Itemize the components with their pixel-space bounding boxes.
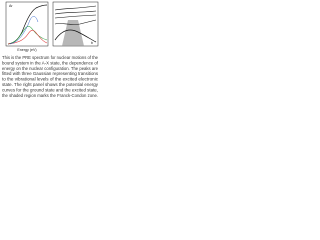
panel-label: b xyxy=(91,41,93,45)
right-panel: b xyxy=(52,1,99,47)
caption: This is the PRE spectrum for nuclear mot… xyxy=(2,55,99,98)
caption-line: state. The right panel shows the potenti… xyxy=(2,82,99,87)
curve xyxy=(54,19,97,25)
caption-line: This is the PRE spectrum for nuclear mot… xyxy=(2,55,99,60)
curve xyxy=(54,29,97,43)
page: Ar Energy (eV) b This is the PRE spectru… xyxy=(2,1,99,98)
curve xyxy=(54,14,97,19)
curve xyxy=(54,5,97,11)
left-panel: Ar Energy (eV) xyxy=(5,1,49,52)
curve xyxy=(54,10,97,15)
caption-line: energy on the nuclear configuration. The… xyxy=(2,66,99,71)
shaded-region xyxy=(62,20,84,46)
caption-line: curves for the ground state and the exci… xyxy=(2,87,98,92)
axis-label: Energy (eV) xyxy=(17,48,36,52)
caption-line: bound system in the A-X state, the depen… xyxy=(2,60,99,65)
caption-line: the shaded region marks the Franck-Condo… xyxy=(2,93,98,98)
panel-label: Ar xyxy=(9,4,13,8)
caption-line: to the vibrational levels of the excited… xyxy=(2,77,99,82)
curve xyxy=(9,16,39,45)
curve xyxy=(7,29,48,45)
caption-line: fitted with three Gaussian representing … xyxy=(2,71,98,76)
